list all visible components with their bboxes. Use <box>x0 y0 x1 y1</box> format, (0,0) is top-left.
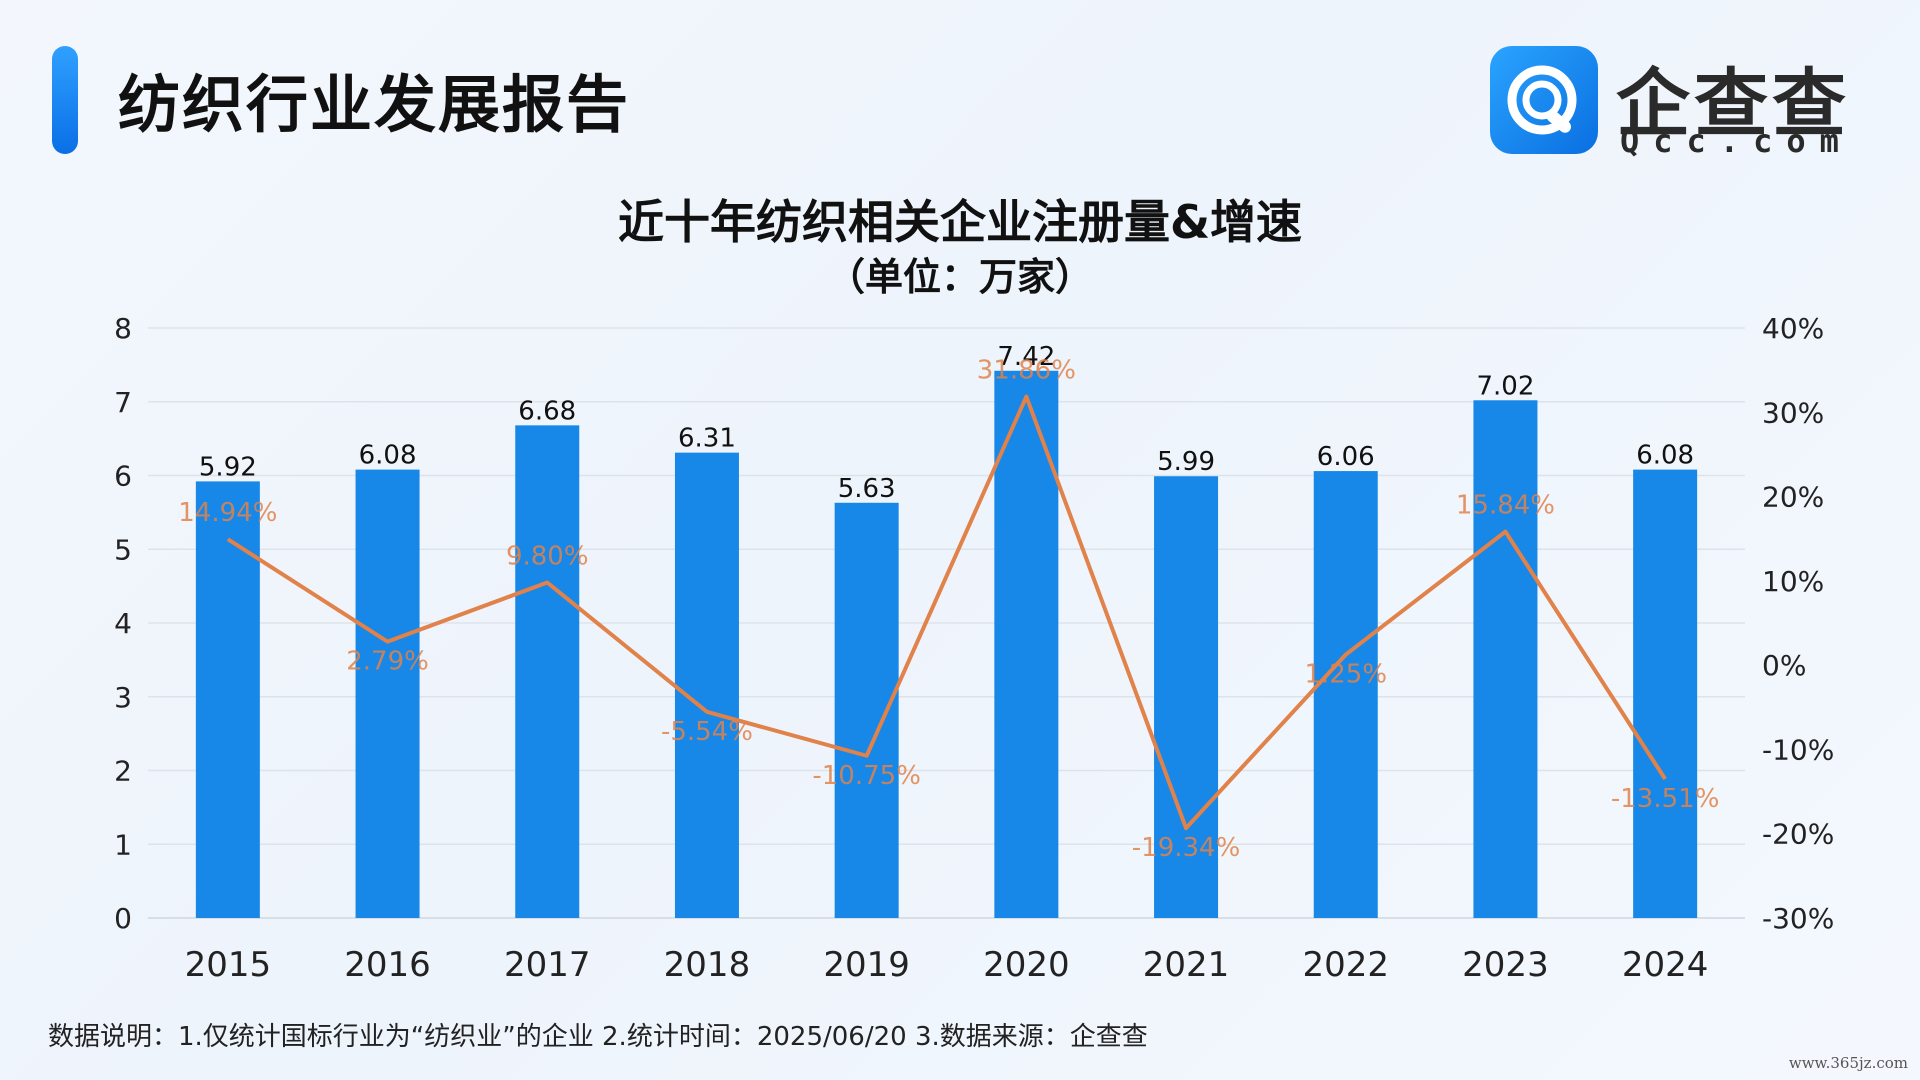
page-title: 纺织行业发展报告 <box>118 68 631 141</box>
growth-rate-label: 1.25% <box>1304 660 1387 690</box>
y-right-tick-label: 20% <box>1762 481 1824 514</box>
y-left-tick-label: 1 <box>114 828 132 861</box>
bar <box>834 502 899 918</box>
x-tick-label: 2020 <box>983 945 1070 985</box>
x-tick-label: 2016 <box>344 945 431 985</box>
data-footnote: 数据说明：1.仅统计国标行业为“纺织业”的企业 2.统计时间：2025/06/2… <box>48 1022 1148 1052</box>
growth-rate-label: 9.80% <box>506 542 589 572</box>
bar <box>1633 469 1698 918</box>
x-tick-label: 2019 <box>823 945 910 985</box>
x-tick-label: 2017 <box>504 945 591 985</box>
bar-value-label: 6.31 <box>678 424 736 454</box>
x-tick-label: 2018 <box>664 945 751 985</box>
x-tick-label: 2022 <box>1302 945 1389 985</box>
bar <box>994 370 1059 918</box>
growth-rate-label: 31.86% <box>977 356 1076 386</box>
growth-rate-label: 14.94% <box>178 498 277 528</box>
bar <box>674 452 739 918</box>
bar <box>1313 471 1378 918</box>
y-left-tick-label: 5 <box>114 533 132 566</box>
y-left-tick-label: 6 <box>114 460 132 493</box>
bar-value-label: 7.02 <box>1477 371 1535 401</box>
bar-value-label: 6.06 <box>1317 442 1375 472</box>
bar-value-label: 7.42 <box>997 342 1055 372</box>
y-left-tick-label: 4 <box>114 607 132 640</box>
bar-value-label: 6.08 <box>1636 441 1694 471</box>
qcc-logo-icon <box>1490 46 1598 154</box>
y-right-tick-label: -10% <box>1762 733 1834 766</box>
y-right-tick-label: -30% <box>1762 902 1834 935</box>
bar-value-label: 6.08 <box>359 441 417 471</box>
x-tick-label: 2015 <box>185 945 272 985</box>
y-right-tick-label: 0% <box>1762 649 1806 682</box>
growth-rate-label: -10.75% <box>812 761 921 791</box>
logo-domain: Qcc.com <box>1620 122 1853 160</box>
y-left-tick-label: 7 <box>114 386 132 419</box>
growth-rate-label: -5.54% <box>661 717 753 747</box>
bar-value-label: 5.92 <box>199 452 257 482</box>
y-left-tick-label: 8 <box>114 312 132 345</box>
y-right-tick-label: 30% <box>1762 396 1824 429</box>
growth-rate-label: 2.79% <box>346 647 429 677</box>
bar <box>195 481 260 918</box>
bar-value-label: 5.63 <box>838 474 896 504</box>
bar <box>1473 400 1538 918</box>
bar-value-label: 6.68 <box>518 396 576 426</box>
bar-value-label: 5.99 <box>1157 447 1215 477</box>
bar <box>515 425 580 918</box>
y-right-tick-label: 10% <box>1762 565 1824 598</box>
x-tick-label: 2023 <box>1462 945 1549 985</box>
x-tick-label: 2024 <box>1622 945 1709 985</box>
growth-rate-label: -13.51% <box>1611 784 1720 814</box>
chart-title: 近十年纺织相关企业注册量&增速 <box>617 195 1303 249</box>
growth-rate-label: 15.84% <box>1456 491 1555 521</box>
y-left-tick-label: 2 <box>114 755 132 788</box>
y-left-tick-label: 3 <box>114 681 132 714</box>
y-left-tick-label: 0 <box>114 902 132 935</box>
bar <box>355 469 420 918</box>
chart-subtitle: （单位：万家） <box>826 255 1093 299</box>
title-accent-bar <box>52 46 78 154</box>
bar <box>1154 476 1219 918</box>
y-right-tick-label: 40% <box>1762 312 1824 345</box>
watermark: www.365jz.com <box>1788 1054 1908 1072</box>
logo-wordmark: 企查查 <box>1616 61 1850 147</box>
growth-rate-label: -19.34% <box>1132 833 1241 863</box>
growth-rate-line <box>226 394 1667 831</box>
x-tick-label: 2021 <box>1143 945 1230 985</box>
y-right-tick-label: -20% <box>1762 818 1834 851</box>
